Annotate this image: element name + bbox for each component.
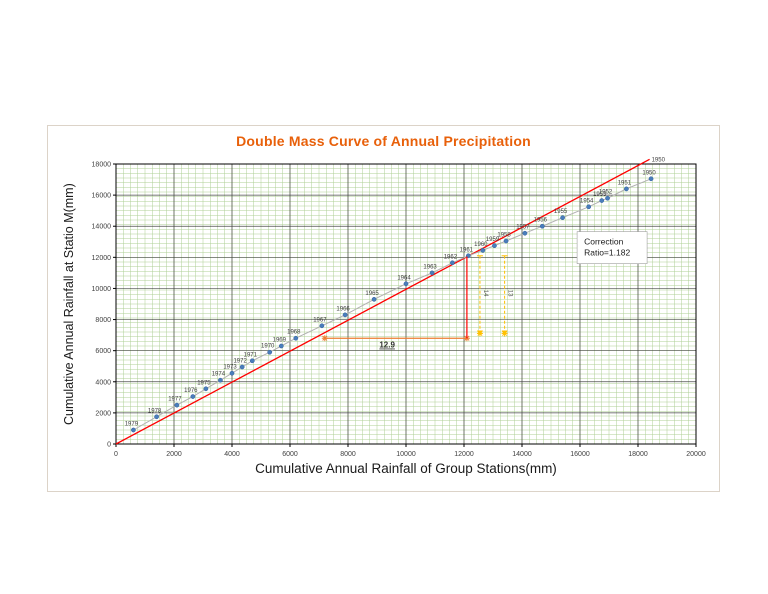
data-point (218, 377, 223, 383)
data-point (239, 364, 245, 370)
x-axis-title: Cumulative Annual Rainfall of Group Stat… (255, 461, 557, 476)
data-point-label: 1966 (336, 306, 350, 312)
data-point-label: 1976 (184, 388, 198, 394)
data-point-label: 1951 (618, 180, 632, 186)
data-point-label: 1964 (397, 275, 411, 281)
data-point (560, 215, 565, 221)
data-point (229, 370, 235, 376)
data-point (492, 243, 497, 249)
x-tick-label: 18000 (628, 451, 648, 458)
data-point (203, 386, 209, 392)
data-point-label: 1963 (423, 264, 437, 270)
y-tick-label: 6000 (95, 348, 111, 355)
measure-label: 14 (482, 290, 488, 297)
correction-ratio-text: Correction (584, 237, 623, 247)
data-point-label: 1962 (444, 254, 458, 260)
x-tick-label: 4000 (224, 451, 240, 458)
data-point-label: 1971 (244, 352, 258, 358)
y-tick-label: 14000 (92, 224, 112, 231)
data-point-label: 1955 (554, 209, 568, 215)
x-tick-label: 6000 (282, 451, 298, 458)
data-point (403, 281, 409, 287)
axis-ticks: 0 2000 4000 6000 8000 10000 12000 14000 16000 180… (92, 162, 706, 459)
data-point (539, 223, 545, 229)
data-point (624, 186, 629, 192)
chart-container: Double Mass Curve of Annual Precipitatio… (47, 125, 720, 492)
x-tick-label: 10000 (396, 451, 416, 458)
data-point (480, 247, 486, 253)
data-point-label: 1979 (125, 422, 139, 428)
star-marker (321, 335, 328, 342)
data-point-label: 1968 (287, 330, 301, 336)
data-point (503, 238, 509, 244)
data-point-label: 1952 (599, 190, 613, 196)
data-point-label: 1970 (261, 344, 275, 350)
x-tick-label: 0 (114, 451, 118, 458)
data-point-label: 1977 (168, 397, 182, 403)
correction-ratio-box (576, 231, 648, 264)
data-point-label: 1953 (593, 192, 607, 198)
data-point-label: 1965 (365, 291, 379, 297)
data-point (154, 414, 159, 420)
chart-title: Double Mass Curve of Annual Precipitatio… (236, 133, 531, 149)
data-point-label: 1956 (534, 218, 548, 224)
trend-line-end-label: 1950 (652, 157, 666, 163)
data-point-label: 1958 (497, 233, 511, 239)
data-point-label: 1973 (223, 365, 237, 371)
data-point (174, 402, 180, 408)
data-point-label: 1954 (580, 198, 594, 204)
data-point-label: 1967 (313, 317, 327, 323)
y-tick-label: 0 (107, 442, 111, 449)
data-point-label: 1957 (516, 225, 530, 231)
data-point (586, 204, 592, 210)
data-point-label: 1974 (212, 372, 226, 378)
x-tick-label: 8000 (340, 451, 356, 458)
x-tick-label: 12000 (454, 451, 474, 458)
data-point (190, 394, 196, 399)
data-point-label: 1969 (273, 338, 287, 344)
data-point (429, 270, 435, 276)
data-point-label: 1960 (474, 242, 488, 248)
x-tick-label: 14000 (512, 451, 532, 458)
y-tick-label: 10000 (92, 286, 112, 293)
data-point (267, 349, 273, 355)
x-tick-label: 16000 (570, 451, 590, 458)
data-point (319, 323, 325, 329)
data-point (249, 358, 255, 364)
data-point (450, 260, 455, 266)
star-marker (476, 330, 483, 337)
data-point (599, 198, 605, 203)
data-point-label: 1950 (642, 170, 656, 176)
data-point (131, 427, 136, 433)
trend-line (115, 158, 650, 445)
data-point (522, 230, 528, 236)
run-label: 12.9 (379, 341, 395, 350)
star-marker (501, 330, 508, 337)
correction-ratio-text: Ratio=1.182 (584, 248, 630, 258)
measure-label: 13 (507, 290, 513, 297)
y-tick-label: 8000 (95, 317, 111, 324)
series-line (133, 178, 652, 431)
y-tick-label: 12000 (92, 255, 112, 262)
data-point-label: 1978 (148, 408, 162, 414)
data-point (342, 312, 348, 318)
data-point-label: 1959 (486, 237, 500, 243)
y-tick-label: 4000 (95, 379, 111, 386)
data-point (278, 343, 284, 349)
y-axis-title: Cumulative Annual Rainfall at Statio M(m… (62, 183, 76, 425)
data-point-label: 1961 (460, 247, 474, 253)
x-tick-label: 20000 (686, 451, 706, 458)
x-tick-label: 2000 (166, 451, 182, 458)
data-point (648, 176, 654, 182)
y-tick-label: 2000 (95, 410, 111, 417)
data-point (293, 335, 299, 341)
y-tick-label: 18000 (92, 162, 112, 169)
chart-svg: 0 2000 4000 6000 8000 10000 12000 14000 16000 180… (92, 157, 706, 459)
data-point (371, 296, 377, 302)
data-point-label: 1972 (233, 359, 247, 365)
data-point-label: 1975 (197, 380, 211, 386)
y-tick-label: 16000 (92, 193, 112, 200)
data-point (605, 195, 610, 201)
